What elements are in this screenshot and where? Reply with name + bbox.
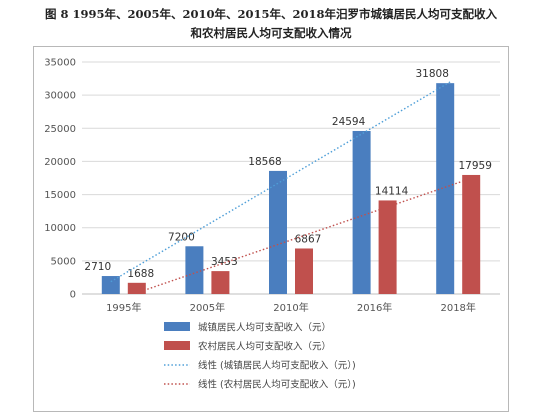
x-tick-label-3: 2016年 <box>357 301 392 314</box>
x-tick-label-4: 2018年 <box>440 301 475 314</box>
chart-title-line-2: 和农村居民人均可支配收入情况 <box>190 26 352 40</box>
bar-urban-2 <box>269 170 287 294</box>
legend-label-trend-rural: 线性 (农村居民人均可支配收入（元）) <box>198 379 356 391</box>
bar-rural-2 <box>295 248 313 294</box>
legend-label-rural: 农村居民人均可支配收入（元） <box>198 341 331 353</box>
bar-rural-4 <box>462 174 481 294</box>
trendline-urban <box>110 80 452 283</box>
y-tick-label-5: 25000 <box>44 124 76 135</box>
y-tick-label-6: 30000 <box>44 91 76 102</box>
bar-urban-4 <box>436 83 455 294</box>
data-label-urban-0: 2710 <box>84 261 111 273</box>
y-tick-label-4: 20000 <box>44 157 76 168</box>
y-tick-label-3: 15000 <box>44 190 76 201</box>
legend-label-urban: 城镇居民人均可支配收入（元） <box>198 322 331 334</box>
legend-label-trend-urban: 线性 (城镇居民人均可支配收入（元）) <box>198 360 356 372</box>
y-tick-label-0: 0 <box>70 290 76 301</box>
y-tick-label-2: 10000 <box>44 223 76 234</box>
data-label-rural-4: 17959 <box>458 160 491 172</box>
legend-swatch-urban <box>164 322 190 331</box>
x-tick-label-1: 2005年 <box>190 301 225 314</box>
data-label-urban-4: 31808 <box>415 68 448 80</box>
x-tick-label-0: 1995年 <box>106 301 141 314</box>
chart-frame: 0 5000 10000 15000 20000 25000 30000 35000 2710 1… <box>33 46 509 412</box>
data-label-urban-3: 24594 <box>332 116 366 128</box>
chart-title-line-1: 图 8 1995年、2005年、2010年、2015年、2018年汨罗市城镇居民… <box>44 7 498 21</box>
bar-urban-0 <box>101 276 120 294</box>
y-tick-label-7: 35000 <box>44 58 76 69</box>
bar-urban-1 <box>185 246 204 294</box>
data-label-urban-1: 7200 <box>168 231 195 243</box>
data-label-rural-3: 14114 <box>375 185 409 197</box>
data-label-rural-0: 1688 <box>127 268 154 280</box>
data-label-urban-2: 18568 <box>248 156 281 168</box>
bar-rural-3 <box>378 200 397 294</box>
y-tick-label-1: 5000 <box>51 256 76 267</box>
bar-rural-1 <box>211 271 230 294</box>
x-tick-label-2: 2010年 <box>273 301 308 314</box>
data-label-rural-2: 6867 <box>295 233 322 245</box>
bar-urban-3 <box>352 130 371 294</box>
bar-rural-0 <box>127 282 146 294</box>
legend-swatch-rural <box>164 341 190 350</box>
chart-svg: 0 5000 10000 15000 20000 25000 30000 35000 2710 1… <box>44 58 500 391</box>
